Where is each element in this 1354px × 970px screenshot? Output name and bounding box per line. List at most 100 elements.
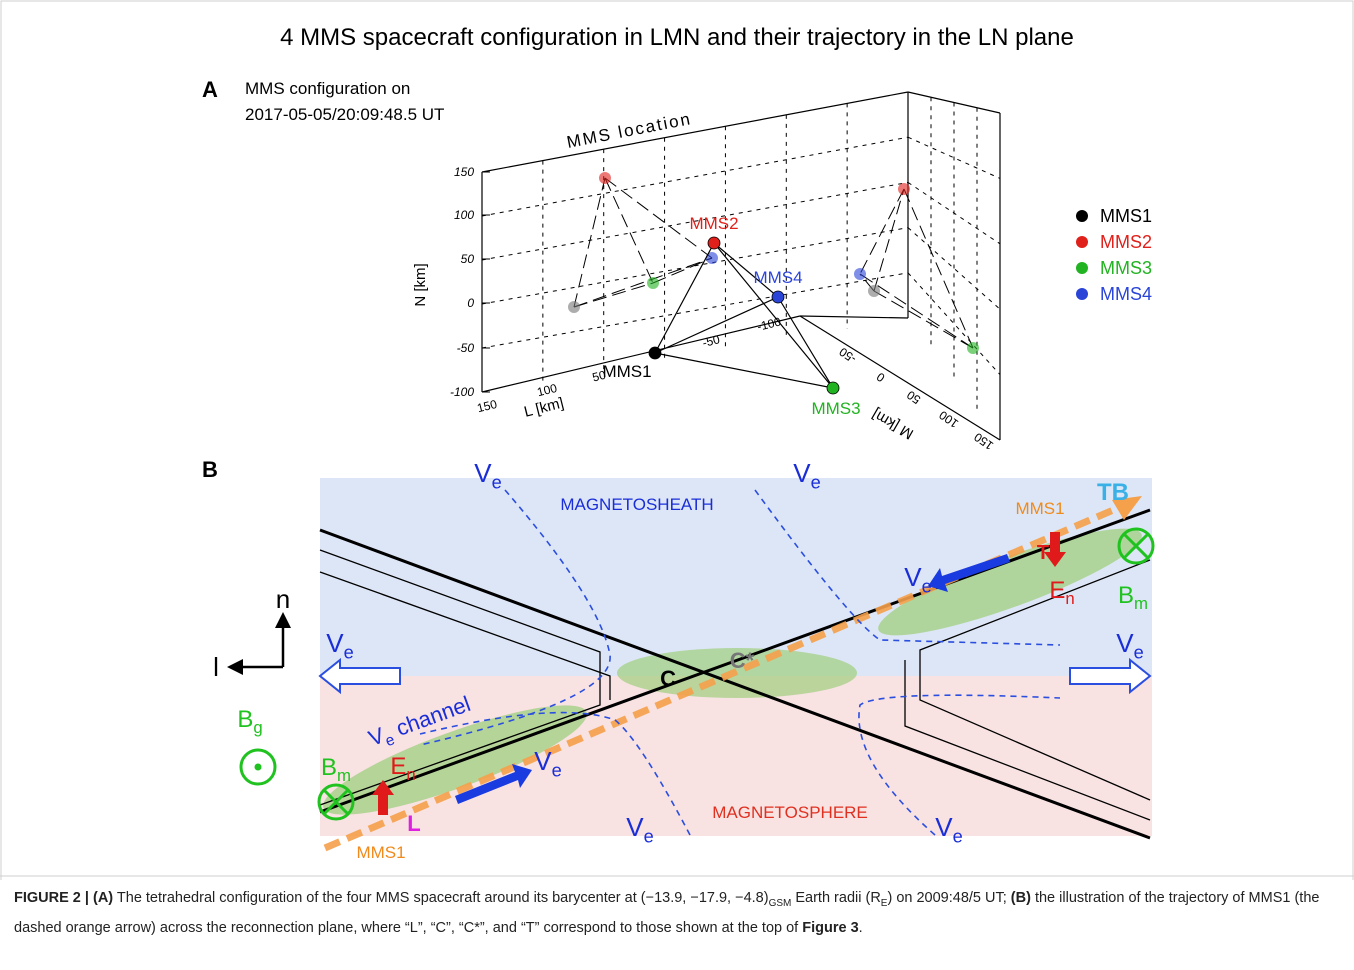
label-main: l <box>213 652 219 682</box>
label-sub: e <box>644 827 654 847</box>
label-sub: e <box>492 473 502 493</box>
label-main: V <box>626 812 644 842</box>
axis-label: N [km] <box>412 263 429 306</box>
diagram-label: L <box>407 811 420 836</box>
page: 4 MMS spacecraft configuration in LMN an… <box>0 0 1354 970</box>
z-tick-label: 100 <box>936 408 961 431</box>
label-main: E <box>1049 577 1065 604</box>
diagram-label: MMS1 <box>356 843 405 862</box>
diagram-label: l <box>213 652 219 682</box>
label-main: MMS1 <box>1015 499 1064 518</box>
caption-text: Earth radii (R <box>791 890 880 906</box>
legend-marker <box>1076 236 1088 248</box>
label-main: V <box>1116 628 1134 658</box>
spacecraft-point <box>772 291 784 303</box>
z-tick-label: 0 <box>874 369 888 384</box>
x-tick-label: -100 <box>756 314 783 333</box>
label-sub: e <box>953 827 963 847</box>
label-main: E <box>390 753 406 780</box>
axis-label: M [km] <box>869 405 916 442</box>
label-sub: n <box>406 765 415 784</box>
grid-line <box>482 228 908 304</box>
legend-marker <box>1076 210 1088 222</box>
projection-edge <box>874 291 973 348</box>
b-guide-dot <box>255 764 262 771</box>
x-tick-label: 150 <box>476 397 499 416</box>
projection-edge <box>653 258 712 283</box>
label-sub: m <box>1134 594 1148 613</box>
projection-edge <box>860 189 904 274</box>
diagram-label: Ve <box>793 458 820 493</box>
diagram-label: C <box>660 666 676 691</box>
projection-edge <box>574 283 653 307</box>
diagram-label: TB <box>1097 479 1129 506</box>
diagram-label: MAGNETOSPHERE <box>712 803 868 822</box>
axis-arrowhead <box>275 612 291 628</box>
caption-bold: FIGURE 2 | (A) <box>14 890 113 906</box>
projection-point <box>854 268 866 280</box>
grid-line <box>908 273 1000 375</box>
diagram-label: Ve <box>474 458 501 493</box>
figure-title: 4 MMS spacecraft configuration in LMN an… <box>280 24 1074 51</box>
y-tick-label: 50 <box>461 252 475 266</box>
caption-bold: (B) <box>1011 890 1031 906</box>
spacecraft-label: MMS4 <box>753 268 802 287</box>
diagram-label: n <box>276 584 290 614</box>
y-tick-label: 150 <box>454 165 474 179</box>
y-tick-label: 100 <box>454 208 474 222</box>
legend-marker <box>1076 262 1088 274</box>
legend-label: MMS4 <box>1100 284 1152 304</box>
label-sub: e <box>1134 643 1144 663</box>
axis-line <box>908 92 1000 113</box>
spacecraft-point <box>649 347 661 359</box>
label-main: B <box>321 754 337 781</box>
caption: FIGURE 2 | (A) The tetrahedral configura… <box>14 886 1340 940</box>
label-main: T <box>1037 542 1049 564</box>
caption-text: ) on 2009:48/5 UT; <box>887 890 1010 906</box>
label-main: V <box>474 458 492 488</box>
label-main: L <box>407 811 420 836</box>
legend-label: MMS1 <box>1100 206 1152 226</box>
label-sub: n <box>1065 589 1074 608</box>
projection-edge <box>574 258 712 307</box>
label-sub: g <box>253 718 262 737</box>
axis-line <box>800 316 908 318</box>
caption-text: . <box>859 920 863 936</box>
legend-label: MMS2 <box>1100 232 1152 252</box>
spacecraft-label: MMS1 <box>602 362 651 381</box>
z-tick-label: 150 <box>971 430 996 453</box>
label-main: C <box>660 666 676 691</box>
caption-bold: Figure 3 <box>802 920 858 936</box>
label-sub: e <box>552 761 562 781</box>
label-main: V <box>904 562 922 592</box>
label-main: V <box>935 812 953 842</box>
label-main: TB <box>1097 479 1129 506</box>
grid-line <box>908 182 1000 243</box>
subtitle: MMS configuration on <box>245 79 410 98</box>
panel-label: A <box>202 77 218 102</box>
projection-point <box>868 285 880 297</box>
diagram-label: Bg <box>237 706 262 737</box>
spacecraft-label: MMS3 <box>811 399 860 418</box>
label-main: MAGNETOSPHERE <box>712 803 868 822</box>
label-sub: e <box>344 643 354 663</box>
label-main: MMS1 <box>356 843 405 862</box>
diagram-label: MAGNETOSHEATH <box>560 495 713 514</box>
z-tick-label: -50 <box>836 344 859 366</box>
y-tick-label: -50 <box>457 341 475 355</box>
projection-edge <box>574 178 605 307</box>
caption-sub: GSM <box>769 898 792 909</box>
projection-point <box>599 172 611 184</box>
spacecraft-point <box>827 382 839 394</box>
tetra-edge <box>655 353 833 388</box>
spacecraft-point <box>708 237 720 249</box>
diagram-label: MMS1 <box>1015 499 1064 518</box>
label-sub: e <box>811 473 821 493</box>
label-sub: e <box>922 577 932 597</box>
tetra-edge <box>778 297 833 388</box>
grid-line <box>482 273 908 348</box>
projection-point <box>568 301 580 313</box>
label-main: n <box>276 584 290 614</box>
legend-label: MMS3 <box>1100 258 1152 278</box>
label-sub: m <box>337 766 351 785</box>
